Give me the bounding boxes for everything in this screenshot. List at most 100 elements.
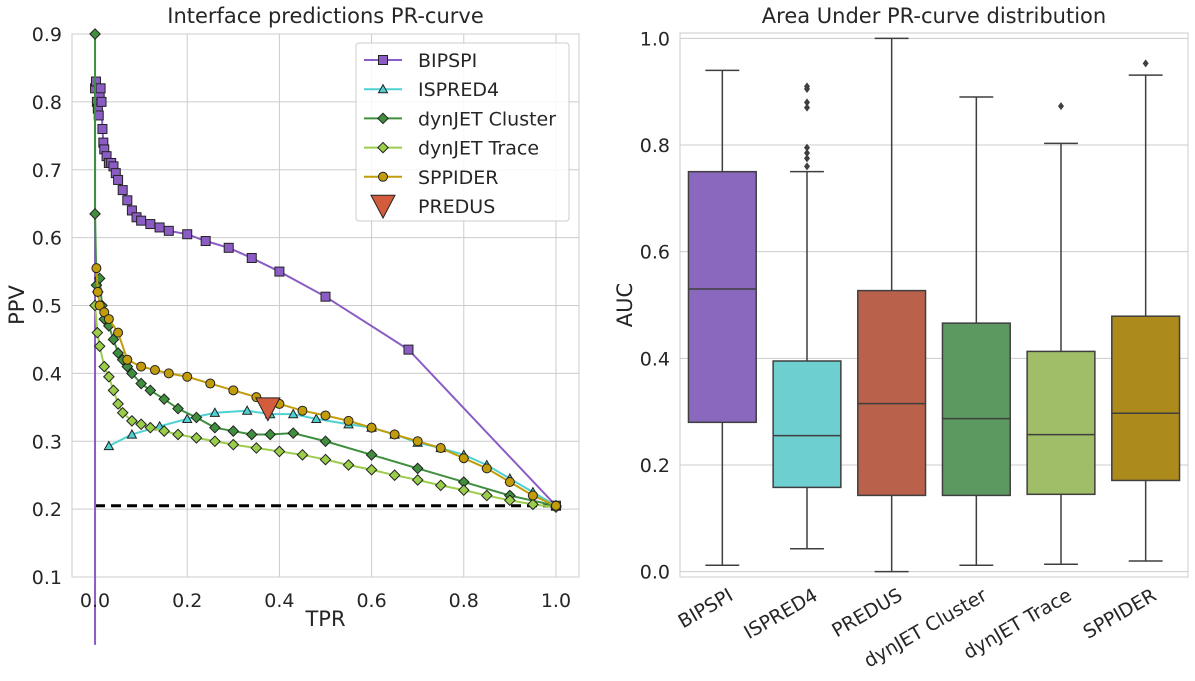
pr-point-ispred4 xyxy=(310,413,322,423)
pr-point-dynjet-trace xyxy=(98,360,111,373)
pr-point-dynjet-trace xyxy=(190,431,203,444)
auc-box-group-dynjet-cluster xyxy=(941,96,1011,567)
pr-x-tick-label: 0.2 xyxy=(172,590,202,612)
pr-point-dynjet-cluster xyxy=(89,207,101,220)
pr-point-sppider xyxy=(91,263,102,274)
pr-point-dynjet-cluster xyxy=(287,427,300,439)
auc-box-group-sppider xyxy=(1111,59,1181,562)
pr-point-dynjet-trace xyxy=(116,406,129,419)
pr-point-sppider xyxy=(103,314,114,325)
pr-point-dynjet-cluster xyxy=(245,428,258,441)
pr-y-tick-label: 0.4 xyxy=(32,363,62,385)
pr-point-dynjet-trace xyxy=(457,484,470,497)
auc-box-group-predus xyxy=(857,37,927,573)
pr-point-sppider xyxy=(527,490,538,501)
pr-point-sppider xyxy=(343,415,354,426)
pr-point-dynjet-trace xyxy=(480,489,493,502)
pr-point-bipspi xyxy=(113,174,124,185)
auc-y-axis-label: AUC xyxy=(613,283,637,327)
pr-chart-title: Interface predictions PR-curve xyxy=(167,4,484,28)
auc-outlier xyxy=(804,149,810,157)
pr-point-sppider xyxy=(94,300,105,311)
pr-legend-marker-ispred4 xyxy=(377,83,389,94)
pr-point-dynjet-trace xyxy=(250,442,263,454)
pr-point-dynjet-trace xyxy=(93,340,106,353)
pr-point-sppider xyxy=(228,385,239,396)
pr-point-dynjet-cluster xyxy=(411,462,424,475)
pr-point-bipspi xyxy=(145,219,156,230)
pr-point-dynjet-trace xyxy=(91,326,104,339)
pr-point-dynjet-cluster xyxy=(172,402,184,415)
auc-box-bipspi xyxy=(687,170,757,424)
pr-point-dynjet-cluster xyxy=(190,411,203,424)
auc-y-tick-label: 0.4 xyxy=(640,348,670,370)
pr-point-dynjet-trace xyxy=(102,370,115,383)
pr-x-tick-label: 0.4 xyxy=(264,590,294,612)
pr-point-bipspi xyxy=(97,124,108,135)
auc-y-tick-label: 0.6 xyxy=(640,242,670,264)
pr-point-dynjet-cluster xyxy=(144,384,157,397)
pr-point-dynjet-trace xyxy=(158,425,171,437)
auc-y-ticks: 0.0 0.2 0.4 0.6 0.8 1.0 xyxy=(640,28,670,583)
pr-point-sppider xyxy=(366,422,377,433)
pr-x-tick-label: 1.0 xyxy=(541,590,571,612)
pr-point-sppider xyxy=(122,354,133,365)
pr-point-dynjet-trace xyxy=(208,435,221,448)
pr-x-axis-label: TPR xyxy=(304,607,345,631)
pr-point-bipspi xyxy=(96,96,107,107)
pr-point-dynjet-trace xyxy=(144,421,157,434)
auc-outlier xyxy=(1058,102,1064,111)
pr-point-dynjet-cluster xyxy=(89,28,101,40)
auc-outlier xyxy=(804,98,810,107)
pr-legend-label-bipspi: BIPSPI xyxy=(418,50,477,72)
pr-point-dynjet-cluster xyxy=(319,435,332,448)
pr-point-bipspi xyxy=(274,266,285,277)
auc-y-tick-label: 1.0 xyxy=(640,28,670,50)
pr-point-sppider xyxy=(163,368,174,379)
pr-legend-label-dynjet-cluster: dynJET Cluster xyxy=(418,108,556,130)
pr-point-bipspi xyxy=(320,291,331,302)
pr-point-ispred4 xyxy=(241,405,253,415)
pr-legend-label-sppider: SPPIDER xyxy=(418,167,498,189)
pr-point-ispred4 xyxy=(181,413,193,423)
pr-legend-marker-dynjet-trace xyxy=(377,141,389,154)
pr-point-ispred4 xyxy=(287,408,299,419)
pr-y-tick-label: 0.1 xyxy=(32,567,62,589)
pr-point-dynjet-trace xyxy=(411,474,424,486)
auc-outlier xyxy=(804,82,810,91)
auc-x-tick-label: SPPIDER xyxy=(1080,584,1161,643)
pr-point-dynjet-cluster xyxy=(365,448,378,461)
auc-box-dynjet-trace xyxy=(1026,350,1096,496)
pr-point-sppider xyxy=(182,371,193,382)
auc-box-ispred4 xyxy=(772,360,842,489)
pr-curve-panel: 0.0 0.2 0.4 0.6 0.8 1.0 0.1 0.2 0.3 0.4 0.5 0.6 0.7… xyxy=(5,4,580,645)
pr-legend-label-predus: PREDUS xyxy=(418,196,495,218)
auc-outlier xyxy=(1142,59,1149,68)
auc-box-sppider xyxy=(1111,315,1181,482)
pr-point-sppider xyxy=(389,429,400,440)
pr-point-bipspi xyxy=(136,215,147,226)
pr-point-sppider xyxy=(113,327,124,338)
pr-point-sppider xyxy=(297,405,308,416)
pr-point-bipspi xyxy=(403,344,414,355)
auc-box-predus xyxy=(857,289,927,497)
pr-series-predus xyxy=(255,397,281,422)
pr-point-ispred4 xyxy=(103,440,115,451)
pr-y-tick-label: 0.7 xyxy=(32,160,62,182)
pr-point-dynjet-cluster xyxy=(112,347,124,359)
pr-point-dynjet-cluster xyxy=(121,360,134,373)
pr-x-tick-label: 0.0 xyxy=(80,590,110,612)
pr-point-dynjet-trace xyxy=(527,498,539,511)
pr-point-dynjet-trace xyxy=(135,418,148,431)
pr-point-bipspi xyxy=(122,195,133,206)
pr-y-tick-label: 0.5 xyxy=(32,296,62,318)
auc-x-tick-label: ISPRED4 xyxy=(740,584,821,644)
pr-legend-marker-sppider xyxy=(378,171,388,182)
pr-point-sppider xyxy=(92,286,103,297)
pr-legend-label-ispred4: ISPRED4 xyxy=(418,79,499,101)
auc-grid xyxy=(680,37,1188,573)
pr-legend-marker-bipspi xyxy=(378,55,388,65)
auc-outlier xyxy=(804,103,810,112)
pr-legend-marker-dynjet-cluster xyxy=(377,112,389,125)
